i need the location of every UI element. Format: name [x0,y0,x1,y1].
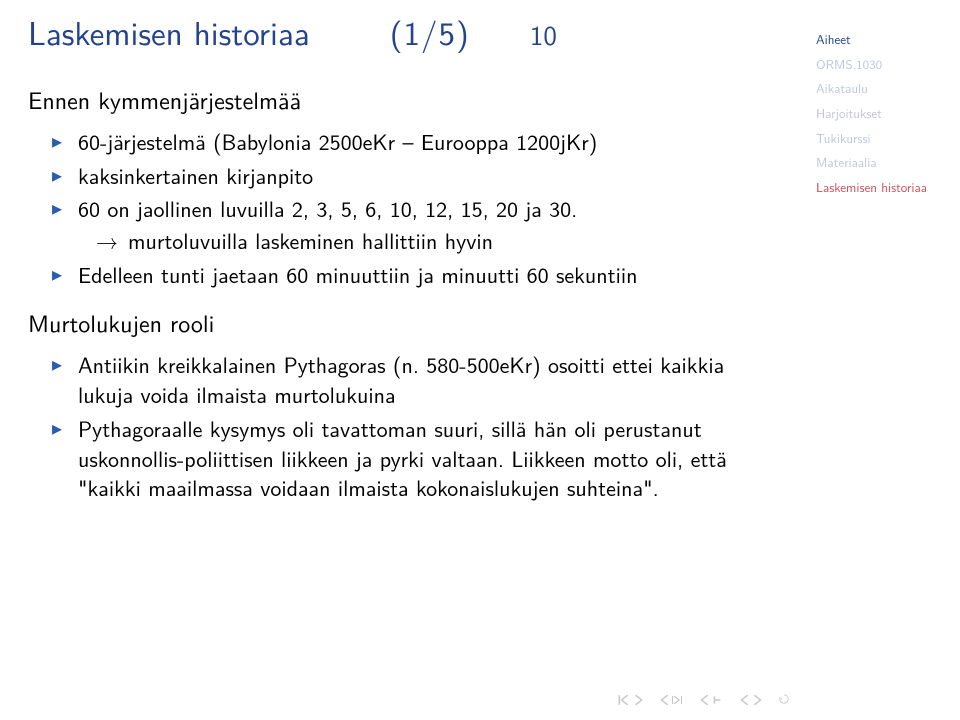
sidebar-heading: Aiheet [816,28,952,53]
nav-back-icon[interactable] [698,694,724,706]
nav-next-icon[interactable] [738,694,764,706]
slide-page-number: 10 [530,15,557,54]
nav-footer [618,690,790,710]
list-item-text: 60 on jaollinen luvuilla 2, 3, 5, 6, 10,… [78,192,577,224]
list-item: Antiikin kreikkalainen Pythagoras (n. 58… [58,350,782,409]
sidebar-item-aikataulu[interactable]: Aikataulu [816,77,952,102]
sidebar-item-materiaalia[interactable]: Materiaalia [816,151,952,176]
sidebar-item-tukikurssi[interactable]: Tukikurssi [816,127,952,152]
main-content: Laskemisen historiaa (1/5) 10 Ennen kymm… [0,0,810,720]
nav-prev-icon[interactable] [658,694,684,706]
sub-arrow-item: murtoluvuilla laskeminen hallittiin hyvi… [78,226,782,256]
list-item: 60 on jaollinen luvuilla 2, 3, 5, 6, 10,… [58,194,782,255]
nav-reload-icon[interactable] [778,690,790,710]
slide-title-row: Laskemisen historiaa (1/5) 10 [28,8,782,56]
list-item: kaksinkertainen kirjanpito [58,161,782,191]
list-item: 60-järjestelmä (Babylonia 2500eKr – Euro… [58,127,782,157]
sidebar-item-harjoitukset[interactable]: Harjoitukset [816,102,952,127]
sidebar-item-orms[interactable]: ORMS.1030 [816,53,952,78]
list-item: Edelleen tunti jaetaan 60 minuuttiin ja … [58,260,782,290]
section-heading-1: Ennen kymmenjärjestelmää [28,82,782,117]
section-heading-2: Murtolukujen rooli [28,305,782,340]
bullet-list-2: Antiikin kreikkalainen Pythagoras (n. 58… [28,346,782,506]
bullet-list-1: 60-järjestelmä (Babylonia 2500eKr – Euro… [28,123,782,293]
nav-first-icon[interactable] [618,694,644,706]
sidebar: Aiheet ORMS.1030 Aikataulu Harjoitukset … [810,0,960,720]
slide: Laskemisen historiaa (1/5) 10 Ennen kymm… [0,0,960,720]
list-item: Pythagoraalle kysymys oli tavattoman suu… [58,414,782,503]
slide-part: (1/5) [390,8,470,56]
sidebar-item-laskemisen[interactable]: Laskemisen historiaa [816,176,952,201]
slide-title: Laskemisen historiaa [28,8,310,56]
